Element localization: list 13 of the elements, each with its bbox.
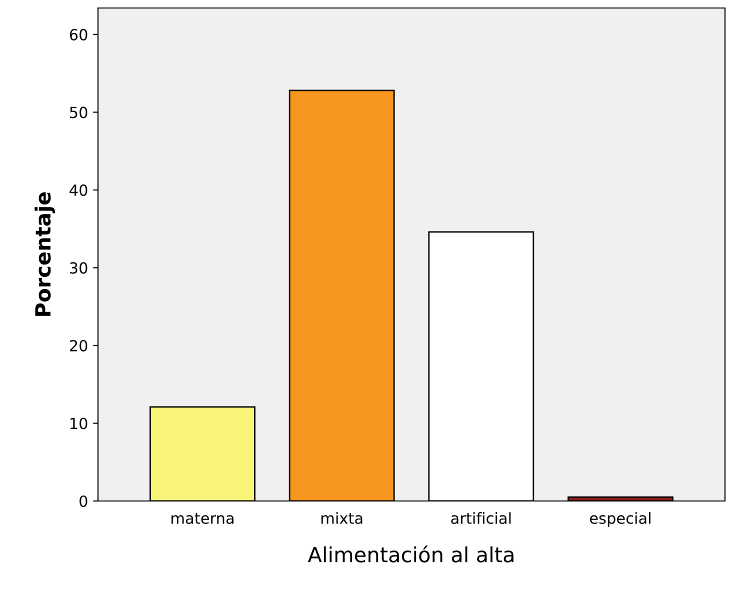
y-tick-label: 60 — [70, 28, 88, 40]
x-tick-label: materna — [172, 512, 234, 524]
y-axis-title: Porcentaje — [34, 192, 55, 316]
x-tick-label: artificial — [451, 512, 511, 524]
x-tick-label: mixta — [321, 512, 362, 524]
y-tick-label: 30 — [70, 262, 88, 274]
y-tick-label: 50 — [70, 106, 88, 118]
y-tick-label: 0 — [80, 495, 88, 508]
x-axis-title: Alimentación al alta — [308, 546, 514, 562]
y-tick-label: 10 — [70, 418, 88, 430]
x-tick-label: especial — [590, 512, 650, 527]
y-tick-label: 40 — [70, 184, 88, 196]
y-tick-label: 20 — [70, 340, 88, 352]
